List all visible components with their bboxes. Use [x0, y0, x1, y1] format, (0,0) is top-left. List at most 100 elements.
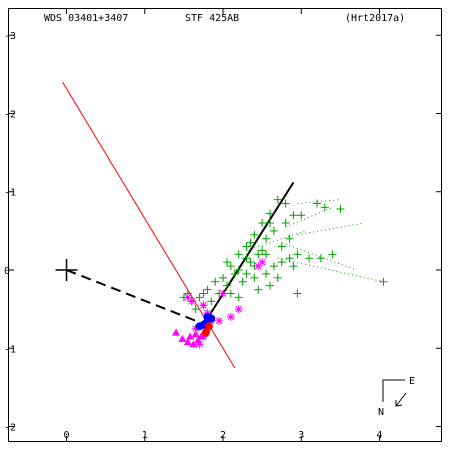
measure-star-marker — [195, 340, 204, 349]
measure-plus-marker — [320, 203, 329, 212]
measure-plus-marker — [222, 258, 231, 267]
header-left-label: WDS 03401+3407 — [44, 13, 128, 24]
measure-plus-marker — [250, 230, 259, 239]
residual-trail — [297, 222, 364, 236]
y-tick-label: 0 — [4, 266, 10, 277]
measure-plus-marker — [242, 254, 251, 263]
measure-plus-marker — [234, 250, 243, 259]
axis-ticks: 0 1 2 3 4 -3 -2 -1 0 -1 -2 — [4, 8, 442, 442]
measure-star-marker — [187, 297, 196, 306]
measure-plus-marker — [269, 262, 278, 271]
measure-plus-marker — [219, 273, 228, 282]
y-tick-label: -2 — [4, 423, 16, 434]
plot-lines — [62, 81, 384, 369]
measure-dot-marker — [195, 322, 204, 331]
residual-trail — [297, 199, 341, 204]
measure-star-marker — [219, 289, 228, 298]
compass-bracket — [382, 379, 405, 402]
plot-points — [55, 195, 388, 349]
measure-plus-marker — [312, 199, 321, 208]
measure-plus-marker — [254, 250, 263, 259]
header-right-label: (Hrt2017a) — [345, 13, 405, 24]
measure-plus-marker — [246, 258, 255, 267]
measure-plus-marker — [238, 277, 247, 286]
measure-plus-marker — [266, 281, 274, 290]
measure-plus-marker — [226, 289, 235, 298]
x-tick-label: 1 — [142, 430, 148, 441]
measure-plus-marker — [328, 250, 337, 259]
y-tick-label: -3 — [4, 31, 16, 42]
measure-plus-marker — [191, 305, 200, 314]
x-tick-label: 0 — [64, 430, 70, 441]
x-tick-label: 2 — [220, 430, 226, 441]
compass-east-label: E — [409, 376, 415, 387]
measure-plus-marker — [266, 209, 274, 218]
measure-dot-marker — [207, 314, 216, 323]
measure-plus-marker — [254, 285, 263, 294]
measure-plus-marker — [293, 289, 302, 298]
measure-triangle-marker — [189, 340, 198, 348]
residual-trail — [285, 206, 333, 228]
measure-plus-marker — [277, 258, 286, 267]
x-tick-label: 3 — [298, 430, 304, 441]
plot-frame — [8, 8, 442, 442]
measure-plus-marker — [203, 285, 212, 294]
motion-arrow-shaft — [395, 392, 407, 407]
measure-plus-marker — [293, 250, 302, 259]
measure-plus-marker — [242, 269, 251, 278]
measure-triangle-marker — [197, 332, 206, 340]
measure-star-marker — [254, 262, 263, 271]
measure-plus-marker — [258, 219, 267, 228]
measure-plus-marker — [195, 293, 204, 302]
y-tick-label: -1 — [4, 344, 16, 355]
measure-plus-marker — [273, 273, 282, 282]
measure-plus-marker — [246, 238, 255, 247]
y-tick-label: -1 — [4, 188, 16, 199]
measure-plus-marker — [336, 204, 345, 213]
measure-star-marker — [183, 293, 192, 302]
measure-triangle-marker — [194, 336, 202, 344]
measure-triangle-marker — [178, 334, 187, 342]
measure-plus-marker — [207, 297, 216, 306]
periastron-connector — [66, 269, 207, 326]
measure-plus-marker — [250, 273, 259, 282]
measure-plus-marker — [285, 254, 294, 263]
measure-plus-marker — [289, 211, 298, 220]
compass-rose: E N — [378, 376, 415, 418]
measure-star-marker — [199, 301, 208, 310]
measure-plus-marker — [297, 211, 306, 220]
measure-plus-marker — [242, 242, 251, 251]
measure-dot-marker — [204, 322, 213, 331]
measure-plus-marker — [281, 199, 290, 208]
orbit-arc — [206, 181, 295, 320]
measure-plus-marker — [222, 281, 231, 290]
y-tick-label: -2 — [4, 109, 16, 120]
compass-north-label: N — [378, 407, 384, 418]
measure-plus-marker — [234, 266, 243, 274]
measure-plus-marker — [262, 234, 271, 243]
measure-plus-marker — [273, 195, 282, 204]
measure-triangle-marker — [191, 330, 200, 338]
measure-plus-marker — [226, 262, 235, 271]
motion-arrow-head — [395, 400, 403, 407]
measure-plus-marker — [234, 293, 243, 302]
measure-plus-marker — [258, 246, 267, 255]
measure-plus-marker — [285, 234, 294, 243]
measure-plus-marker — [379, 277, 388, 286]
measure-plus-marker — [262, 269, 271, 278]
measure-triangle-marker — [183, 338, 192, 345]
measure-star-marker — [215, 316, 224, 325]
measure-plus-marker — [262, 250, 271, 259]
measure-plus-marker — [211, 277, 220, 286]
measure-star-marker — [191, 324, 200, 333]
measure-dot-marker — [201, 328, 210, 337]
x-tick-label: 4 — [377, 430, 383, 441]
measure-plus-marker — [277, 242, 286, 251]
measure-plus-marker — [316, 254, 325, 263]
measure-plus-marker — [199, 289, 208, 298]
measure-plus-marker — [305, 254, 314, 263]
measure-star-marker — [199, 332, 208, 341]
measure-plus-marker — [289, 262, 298, 271]
